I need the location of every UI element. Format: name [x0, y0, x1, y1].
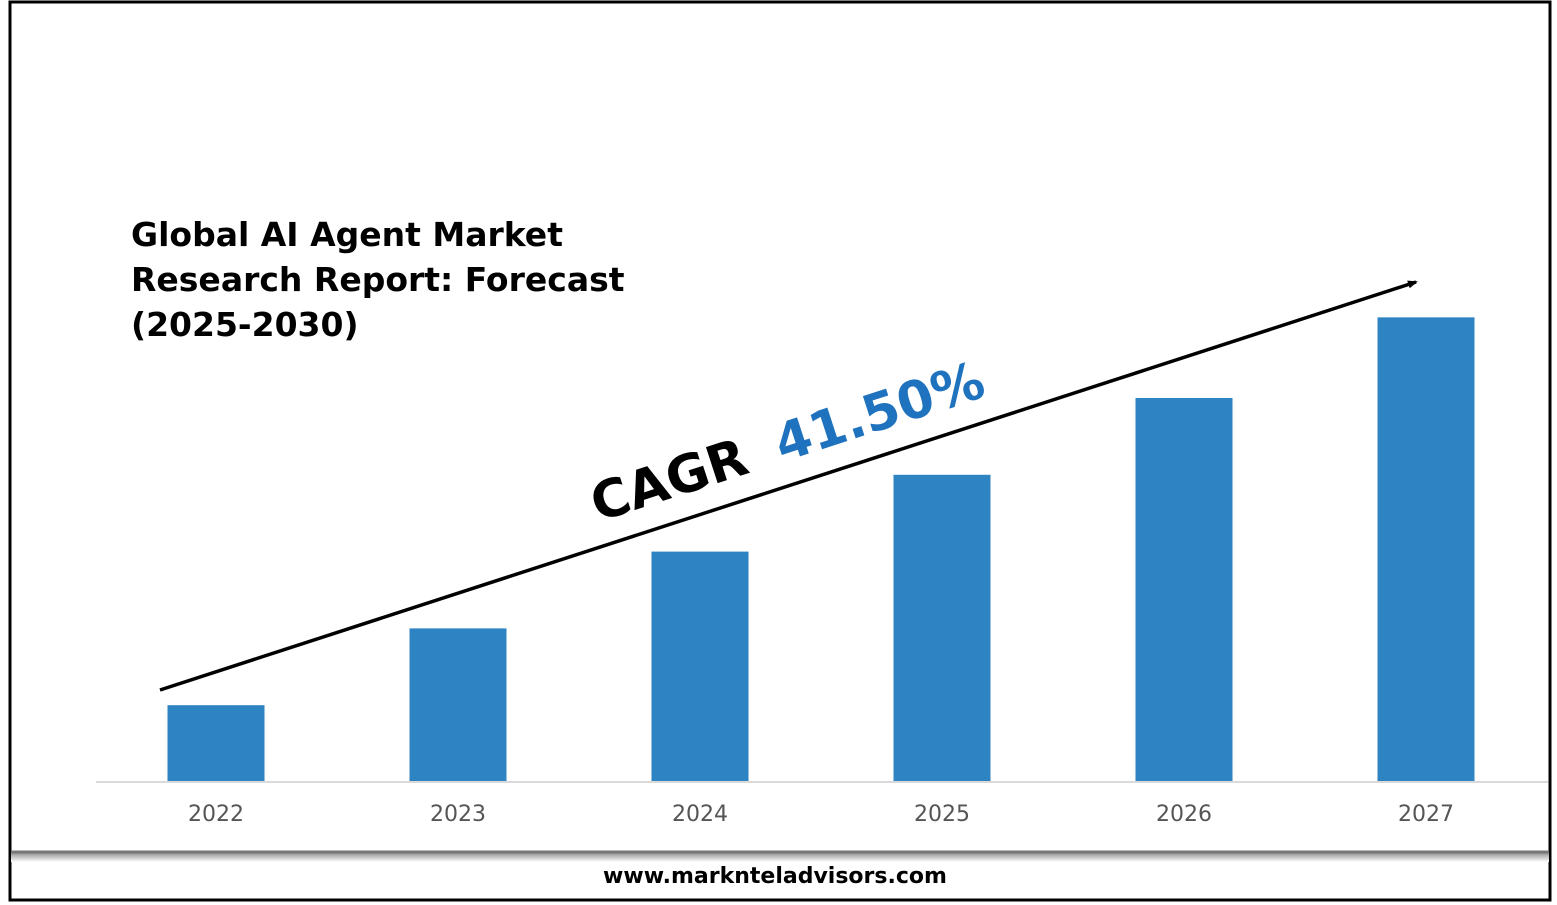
x-tick-2027: 2027 — [1398, 802, 1454, 827]
cagr-trend-arrow — [159, 280, 1418, 692]
x-tick-2025: 2025 — [914, 802, 970, 827]
bar-2022 — [167, 705, 265, 782]
footer-url[interactable]: www.marknteladvisors.com — [603, 864, 947, 889]
outer-frame — [8, 0, 1552, 902]
x-tick-labels: 2022 2023 2024 2025 2026 2027 — [188, 802, 1454, 827]
title-line-3: (2025-2030) — [131, 305, 359, 344]
bar-2025 — [893, 474, 991, 782]
chart-title: Global AI Agent Market Research Report: … — [131, 215, 636, 344]
bars-group — [167, 317, 1475, 782]
title-line-2: Research Report: Forecast — [131, 260, 625, 299]
x-tick-2024: 2024 — [672, 802, 728, 827]
x-tick-2026: 2026 — [1156, 802, 1212, 827]
footer-divider-shadow — [11, 852, 1549, 862]
bar-2024 — [651, 551, 749, 782]
title-line-1: Global AI Agent Market — [131, 215, 563, 254]
bar-2023 — [409, 628, 507, 782]
x-tick-2022: 2022 — [188, 802, 244, 827]
x-tick-2023: 2023 — [430, 802, 486, 827]
bar-2027 — [1377, 317, 1475, 782]
bar-2026 — [1135, 398, 1233, 782]
